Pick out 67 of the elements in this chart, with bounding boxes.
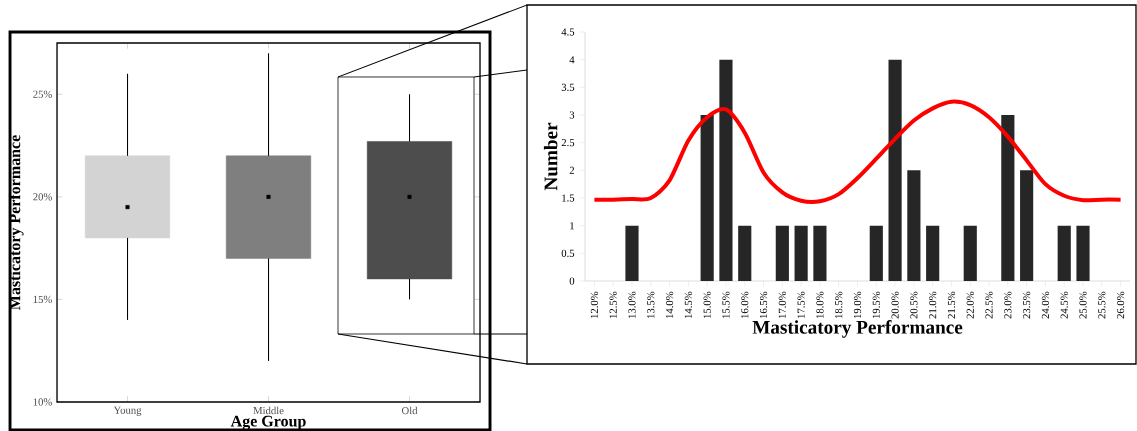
bar <box>700 114 714 281</box>
line-series <box>592 99 1123 204</box>
bar <box>794 225 808 281</box>
y-tick-label: 20% <box>33 193 52 201</box>
x-tick-label: 25.0% <box>1079 291 1087 319</box>
x-tick-label: 24.0% <box>1041 291 1050 319</box>
x-tick-label: Young <box>113 406 142 416</box>
x-axis-title: Age Group <box>230 415 306 430</box>
x-axis-title: Masticatory Performance <box>752 320 963 338</box>
x-tick-label: 21.0% <box>929 291 937 319</box>
bar <box>738 225 752 281</box>
y-tick-label: 0 <box>569 277 575 285</box>
x-tick-label: 14.0% <box>665 291 674 318</box>
x-tick-label: 23.5% <box>1023 291 1031 319</box>
x-tick-label: 14.5% <box>684 291 692 318</box>
x-tick-label: 17.0% <box>778 291 786 318</box>
x-tick-label: 24.5% <box>1060 291 1068 319</box>
y-tick-label: 15% <box>33 295 52 304</box>
x-tick-label: 20.5% <box>910 291 918 319</box>
bar <box>1020 170 1034 281</box>
x-tick-label: 22.5% <box>985 291 993 319</box>
x-tick-label: 19.0% <box>853 291 862 318</box>
bar <box>888 59 902 281</box>
x-tick-label: 13.5% <box>647 291 655 318</box>
x-tick-label: 16.5% <box>759 291 768 318</box>
bar <box>719 59 733 281</box>
x-tick-label: Middle <box>253 406 284 415</box>
x-tick-label: 19.5% <box>872 291 880 318</box>
bar <box>869 225 883 281</box>
y-tick-label: 25% <box>33 90 52 98</box>
x-tick-label: 15.5% <box>722 291 730 318</box>
x-tick-label: 13.0% <box>628 291 636 318</box>
x-tick-label: 22.0% <box>966 291 974 319</box>
x-tick-label: 21.5% <box>947 291 956 319</box>
x-tick-label: Old <box>401 406 418 415</box>
x-tick-label: 18.5% <box>835 291 843 318</box>
x-tick-label: 26.0% <box>1116 291 1125 319</box>
y-axis-title: Masticatory Performance <box>8 135 24 310</box>
x-tick-label: 12.5% <box>609 291 617 318</box>
y-tick-label: 1.5 <box>562 194 575 202</box>
y-tick-label: 2 <box>569 166 575 174</box>
x-tick-label: 20.0% <box>891 291 899 319</box>
y-tick-label: 4 <box>569 56 575 64</box>
bar <box>963 225 977 281</box>
x-tick-label: 23.0% <box>1004 291 1012 319</box>
bar <box>625 225 639 281</box>
bar <box>907 170 921 281</box>
bar <box>775 225 789 281</box>
bar <box>813 225 827 281</box>
x-tick-label: 16.0% <box>741 291 749 318</box>
y-tick-label: 4.5 <box>561 28 575 36</box>
bar <box>1076 225 1090 281</box>
x-tick-label: 15.0% <box>703 291 711 318</box>
y-tick-label: 1 <box>570 222 574 230</box>
x-tick-label: 18.0% <box>816 291 824 318</box>
bar <box>1001 114 1015 281</box>
y-tick-label: 10% <box>33 398 52 406</box>
y-tick-label: 3.5 <box>561 83 575 91</box>
bar <box>926 225 940 281</box>
y-tick-label: 0.5 <box>561 249 575 257</box>
x-tick-label: 12.0% <box>590 291 599 318</box>
bar <box>1057 225 1071 281</box>
x-tick-label: 25.5% <box>1098 291 1106 319</box>
x-tick-label: 17.5% <box>797 291 805 318</box>
y-tick-label: 2.5 <box>561 139 575 147</box>
y-tick-label: 3 <box>569 111 575 119</box>
y-axis-title: Number <box>543 122 558 191</box>
